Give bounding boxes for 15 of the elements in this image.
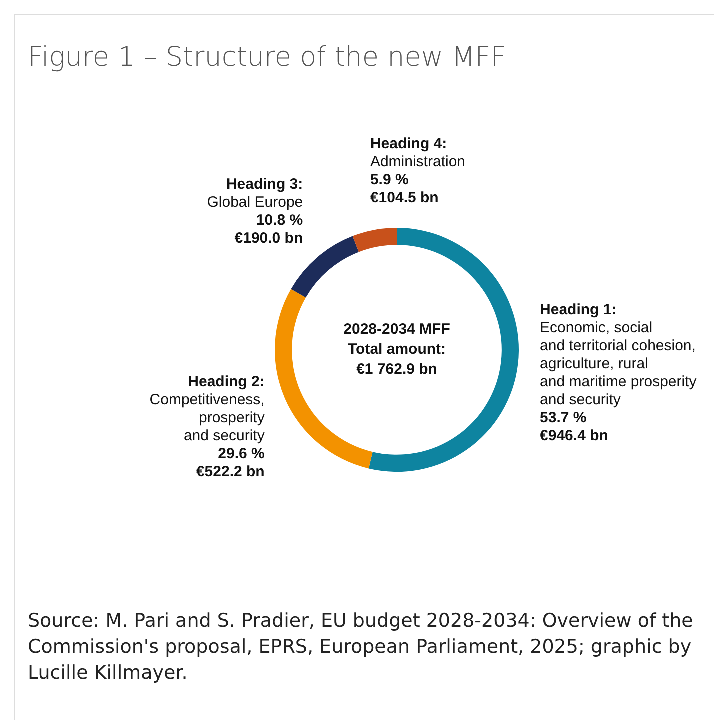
slice-label: Heading 2: Competitiveness, prosperity and security [150, 373, 266, 444]
data-label: 53.7 % [540, 410, 587, 427]
data-label: 29.6 % [218, 445, 265, 462]
text: €190.0 bn [234, 230, 304, 248]
text: €946.4 bn [540, 428, 608, 445]
data-label: 10.8 % [256, 212, 304, 230]
slice-label: Heading 4: Administration [370, 136, 466, 171]
data-label: 5.9 % [370, 172, 409, 189]
source-note: Source: M. Pari and S. Pradier, EU budget 2028-2034: Overview of the Commission's proposal, EPRS, European Parliament, 2025; graphic by Lucille Killmayer. [28, 609, 694, 686]
text: 2028-2034 MFF Total amount: €1 762.9 bn [344, 321, 450, 378]
chart-title: Figure 1 – Structure of the new MFF [28, 42, 506, 73]
text: €104.5 bn [370, 190, 439, 207]
text: €522.2 bn [196, 463, 265, 480]
slice-label: Heading 3: Global Europe [207, 176, 304, 212]
slice-label: Heading 1: Economic, social and territorial cohesion, agriculture, rural and maritime prosperity and security [540, 302, 698, 409]
